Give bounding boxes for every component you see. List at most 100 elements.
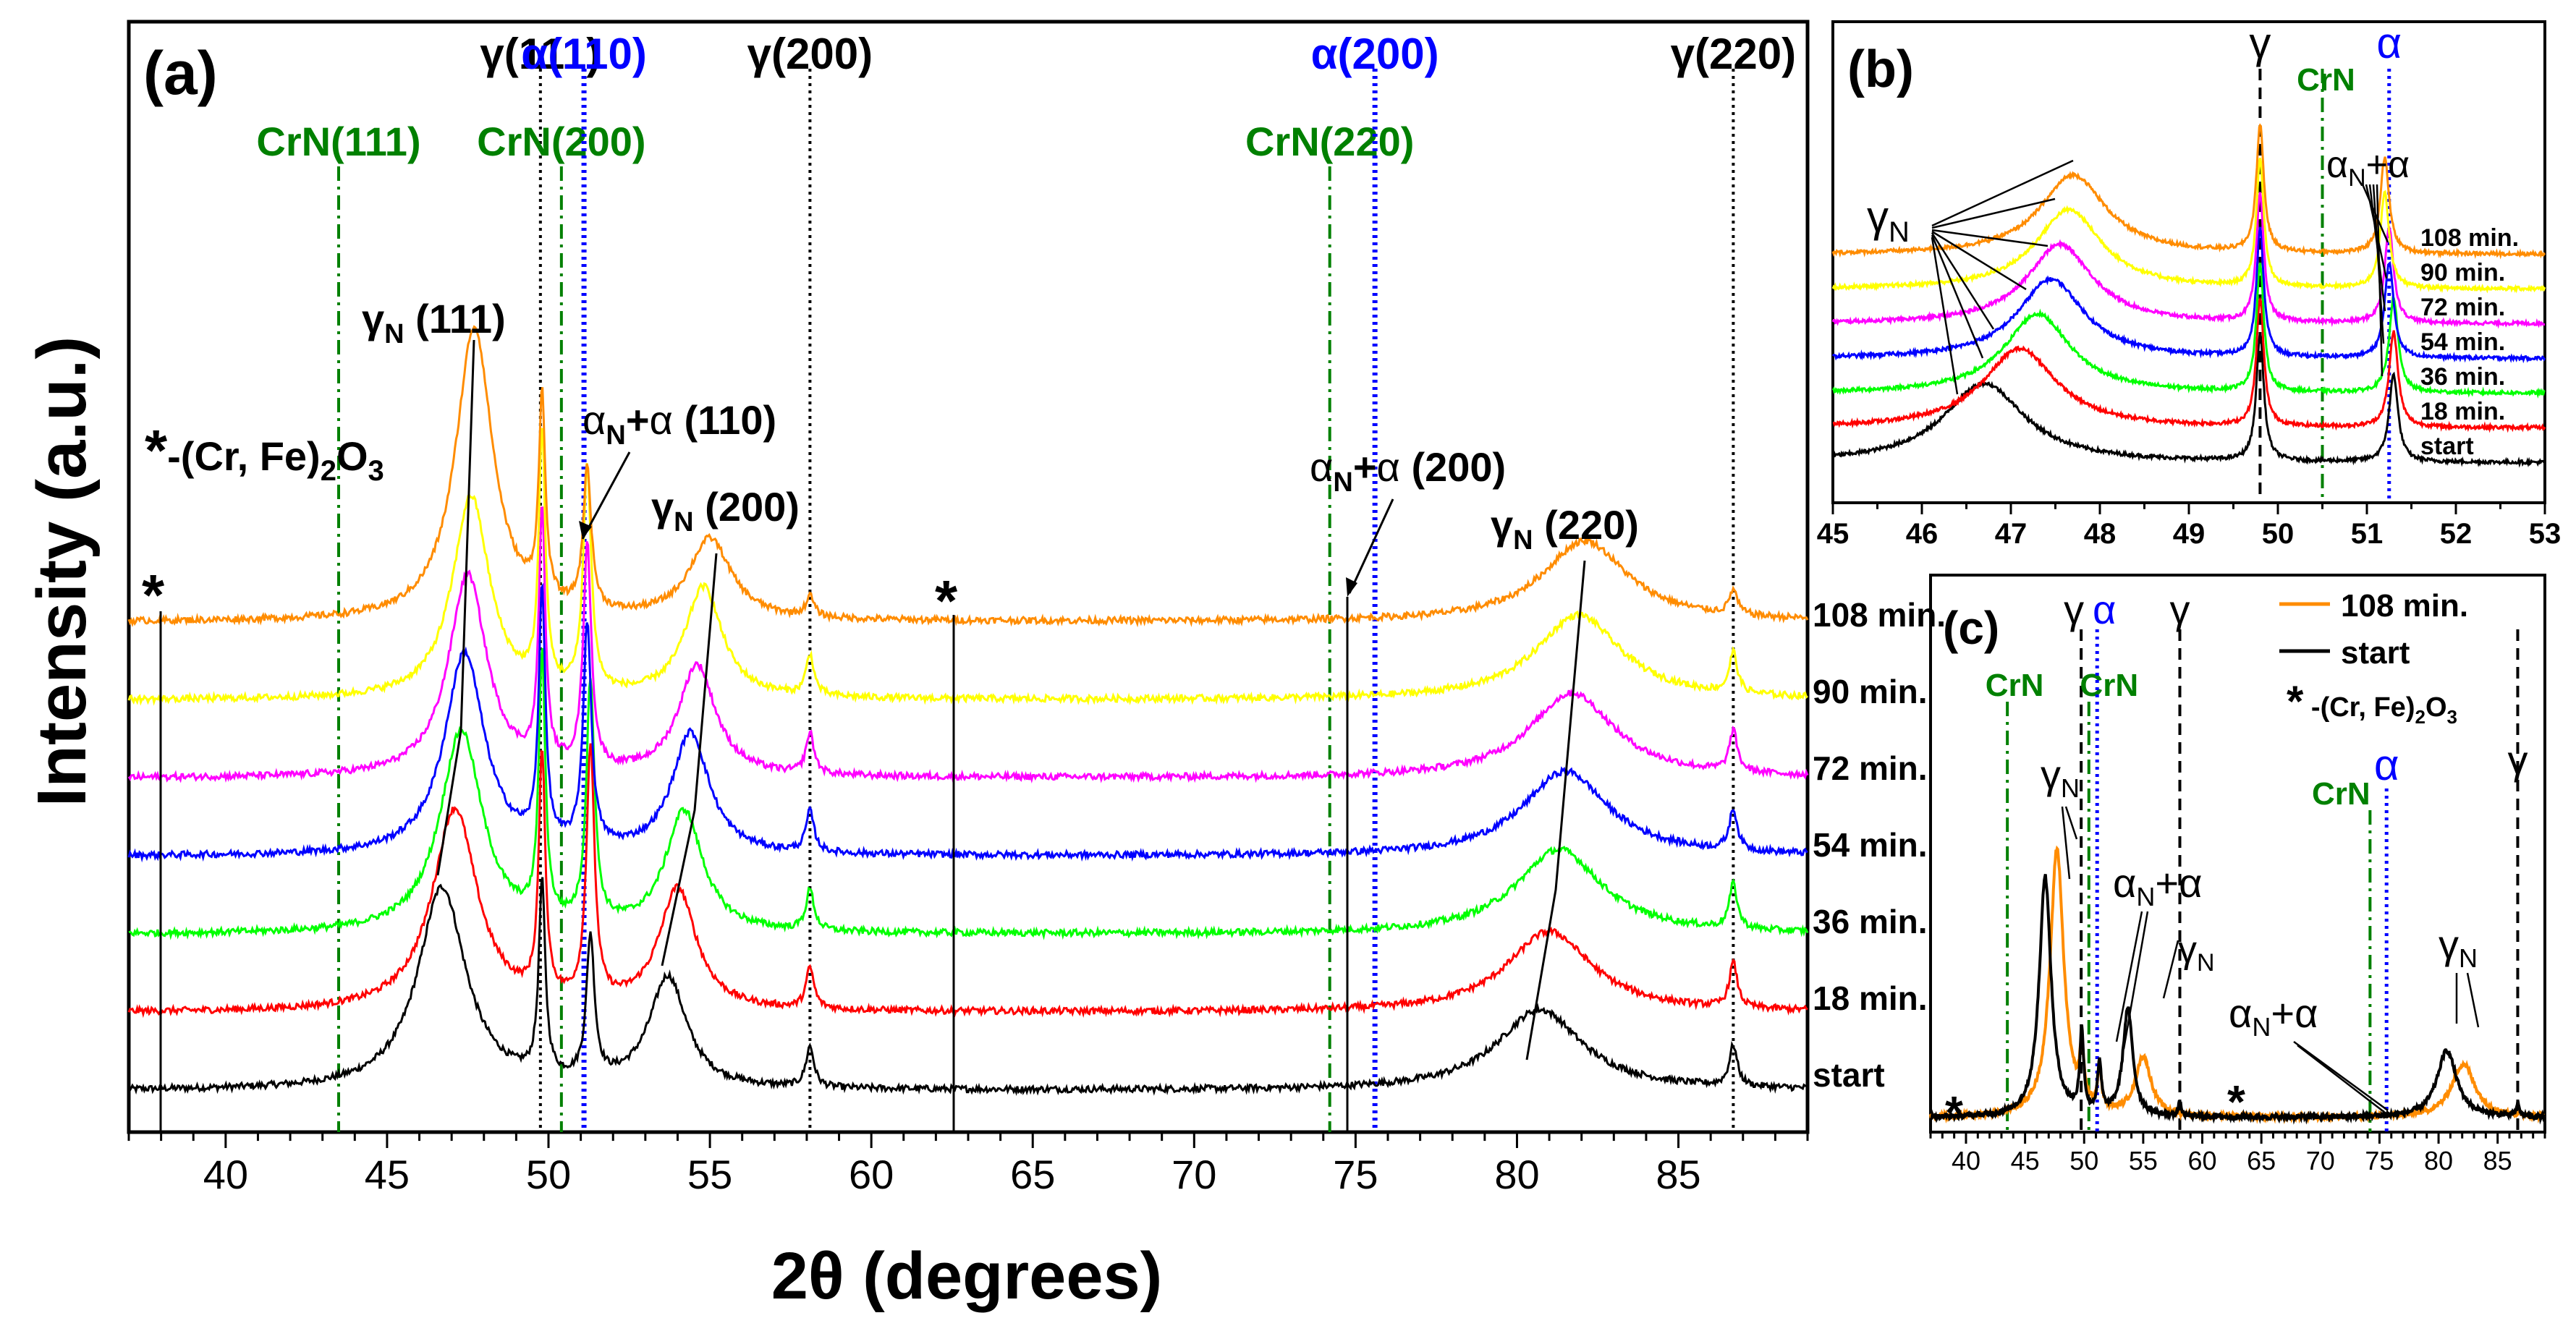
x-tick-label: 46 xyxy=(1906,518,1939,550)
series-line xyxy=(127,877,1808,1097)
annotation-alphaN-alpha-c2: αN+α xyxy=(2229,990,2318,1042)
legend-label-108: 108 min. xyxy=(2341,588,2468,624)
annotation-gammaN-c3: γN xyxy=(2439,922,2478,973)
annotation-gammaN-111: γN (111) xyxy=(362,296,506,349)
reference-line-label: CrN xyxy=(1986,668,2044,703)
gammaN-111-guide xyxy=(436,339,475,876)
arrow-gammaN-c1b xyxy=(2064,806,2078,840)
series-line xyxy=(1831,263,2546,399)
series-line xyxy=(128,647,1809,940)
arrow-alphaN-alpha-200 xyxy=(1348,498,1394,594)
reference-line-label: α xyxy=(2374,741,2399,789)
series-line xyxy=(1929,874,2546,1125)
x-tick-label: 85 xyxy=(1656,1152,1700,1197)
arrow-alphaN-alpha-c1b xyxy=(2122,911,2149,1050)
annotation-gammaN-c1: γN xyxy=(2041,752,2080,803)
x-tick-label: 40 xyxy=(203,1152,248,1197)
panel-c-x-axis: 40 45 50 55 60 65 70 75 80 85 xyxy=(1929,1132,2546,1176)
arrow-alphaN-alpha-c2b xyxy=(2297,1045,2392,1118)
arrow-alphaN-alpha-110 xyxy=(581,451,631,540)
series-label: 72 min. xyxy=(2420,294,2505,321)
series-line xyxy=(127,582,1808,863)
reference-line-label: CrN(111) xyxy=(256,119,420,164)
panel-a-frame xyxy=(127,20,1810,1134)
series-line xyxy=(127,428,1808,706)
reference-line-label: CrN(200) xyxy=(477,119,645,164)
x-tick-label: 47 xyxy=(1995,518,2028,550)
series-label: start xyxy=(2420,433,2474,460)
x-tick-label: 52 xyxy=(2440,518,2473,550)
series-label: 36 min. xyxy=(2420,363,2505,391)
x-tick-label: 53 xyxy=(2529,518,2562,550)
x-tick-label: 50 xyxy=(526,1152,571,1197)
oxide-star-c1: * xyxy=(1945,1087,1963,1139)
x-tick-label: 51 xyxy=(2351,518,2384,550)
gammaN-220-guide xyxy=(1525,560,1586,1060)
panel-c-legend: 108 min. start * -(Cr, Fe)2O3 xyxy=(2279,588,2468,728)
series-label: 36 min. xyxy=(1813,903,1928,940)
annotation-gammaN-200: γN (200) xyxy=(651,484,800,537)
panel-b: 45 46 47 48 49 50 51 52 53 γ CrN α start 18 min. 36 … xyxy=(1817,19,2562,550)
reference-line-label: γ xyxy=(2507,737,2528,783)
panel-c-frame xyxy=(1929,574,2546,1134)
reference-line-label: γ(220) xyxy=(1671,30,1796,78)
x-tick-label: 60 xyxy=(2187,1146,2216,1176)
panel-a-x-axis: 40 45 50 55 60 65 70 75 80 85 xyxy=(127,1132,1809,1197)
x-tick-label: 55 xyxy=(2129,1146,2158,1176)
arrowhead-alphaN-alpha-110 xyxy=(579,521,592,539)
x-tick-label: 75 xyxy=(1333,1152,1378,1197)
x-tick-label: 70 xyxy=(1172,1152,1216,1197)
arrowhead-alphaN-alpha-200 xyxy=(1346,577,1357,597)
x-tick-label: 75 xyxy=(2365,1146,2394,1176)
series-line xyxy=(127,506,1809,784)
series-label: 54 min. xyxy=(1813,826,1928,864)
series-line xyxy=(1832,297,2546,433)
arrow-alphaN-alpha-c2a xyxy=(2293,1040,2389,1112)
x-tick-label: 45 xyxy=(2011,1146,2040,1176)
reference-line-label: α(200) xyxy=(1311,30,1439,78)
legend-label-start: start xyxy=(2341,635,2410,671)
panel-b-x-axis: 45 46 47 48 49 50 51 52 53 xyxy=(1817,503,2562,550)
series-line xyxy=(1831,192,2546,329)
annotation-gammaN-c2: γN xyxy=(2178,929,2215,977)
annotation-alphaN-alpha-c1: αN+α xyxy=(2113,860,2202,911)
gammaN-b-arrows xyxy=(1931,159,2074,395)
y-axis-label: Intensity (a.u.) xyxy=(23,336,101,807)
annotation-oxide-legend: *-(Cr, Fe)2O3 xyxy=(145,418,384,487)
oxide-star-c2: * xyxy=(2227,1076,2245,1128)
reference-line-label: γ(200) xyxy=(747,30,873,78)
series-label: 108 min. xyxy=(1813,596,1946,634)
series-line xyxy=(1831,123,2546,260)
arrow-gammaN-c3b xyxy=(2466,972,2480,1028)
reference-line-label: γ xyxy=(2249,19,2271,67)
panel-b-label: (b) xyxy=(1847,41,1914,98)
series-label: 18 min. xyxy=(1813,979,1928,1017)
annotation-gammaN-b: γN xyxy=(1867,192,1910,248)
series-line xyxy=(127,743,1808,1019)
reference-line-label: γ xyxy=(2169,587,2190,632)
panel-a-series-labels: start 18 min. 36 min. 54 min. 72 min. 90 min.… xyxy=(1813,596,1946,1094)
reference-line-label: CrN xyxy=(2312,776,2370,812)
series-label: 90 min. xyxy=(1813,673,1928,710)
series-line xyxy=(127,325,1809,628)
reference-line-label: γ(111) xyxy=(480,30,601,78)
x-tick-label: 50 xyxy=(2262,518,2295,550)
series-label: 90 min. xyxy=(2420,259,2505,286)
x-tick-label: 70 xyxy=(2306,1146,2335,1176)
x-tick-label: 48 xyxy=(2084,518,2117,550)
series-line xyxy=(1831,332,2546,468)
panel-a-series xyxy=(127,325,1809,1097)
x-axis-label: 2θ (degrees) xyxy=(771,1239,1163,1313)
reference-line-label: α xyxy=(2376,19,2402,67)
series-label: 18 min. xyxy=(2420,398,2505,425)
x-tick-label: 49 xyxy=(2173,518,2206,550)
x-tick-label: 65 xyxy=(1010,1152,1055,1197)
x-tick-label: 65 xyxy=(2247,1146,2276,1176)
series-label: 54 min. xyxy=(2420,328,2505,356)
panel-b-series-labels: start 18 min. 36 min. 54 min. 72 min. 90 min.… xyxy=(2420,224,2519,460)
x-tick-label: 80 xyxy=(2424,1146,2453,1176)
series-label: 108 min. xyxy=(2420,224,2519,252)
panel-b-series xyxy=(1831,123,2546,468)
legend-label-oxide: * -(Cr, Fe)2O3 xyxy=(2287,677,2457,728)
arrow-gammaN-c2 xyxy=(2162,940,2179,999)
